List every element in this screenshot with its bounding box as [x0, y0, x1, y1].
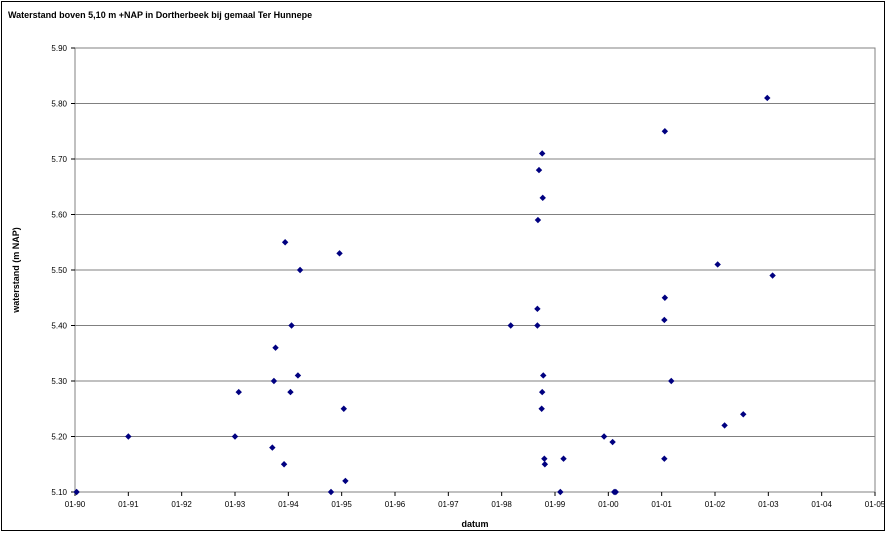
data-point: [764, 94, 771, 102]
y-tick-label: 5.10: [51, 488, 67, 497]
data-point: [125, 433, 132, 440]
data-point: [600, 433, 608, 440]
data-point: [272, 344, 279, 351]
x-tick-label: 01-90: [65, 500, 86, 509]
y-axis-title: waterstand (m NAP): [11, 227, 21, 314]
x-tick-label: 01-92: [171, 500, 192, 509]
data-point: [270, 377, 278, 385]
gridlines: [75, 47, 875, 493]
data-point: [73, 488, 80, 496]
data-point: [539, 388, 546, 396]
x-tick-label: 01-96: [385, 500, 406, 509]
data-point: [714, 261, 721, 268]
x-tick-label: 01-98: [491, 500, 512, 509]
data-point: [769, 272, 776, 279]
x-tick-label: 01-04: [811, 500, 832, 509]
data-point: [539, 194, 546, 202]
y-tick-label: 5.60: [51, 211, 67, 220]
data-point: [612, 488, 619, 496]
x-tick-label: 01-03: [758, 500, 779, 509]
data-point: [557, 488, 564, 496]
x-tick-label: 01-00: [598, 500, 619, 509]
y-tick-label: 5.40: [51, 322, 67, 331]
x-tick-label: 01-95: [331, 500, 352, 509]
x-tick-label: 01-93: [225, 500, 246, 509]
data-point: [340, 405, 347, 412]
data-point: [609, 438, 616, 446]
x-axis-title: datum: [462, 519, 489, 529]
data-point: [541, 461, 549, 468]
data-point: [296, 266, 304, 274]
y-tick-label: 5.70: [51, 155, 67, 164]
data-point: [540, 372, 547, 379]
data-point: [342, 477, 349, 485]
data-point: [327, 488, 335, 496]
data-point: [661, 455, 668, 462]
y-axis-ticks: 5.10 5.20 5.30 5.40 5.50 5.60 5.70 5.80 5.90: [51, 44, 75, 497]
x-tick-label: 01-02: [705, 500, 726, 509]
y-tick-label: 5.30: [51, 377, 67, 386]
data-point: [535, 166, 543, 174]
data-point: [668, 377, 675, 385]
data-point: [287, 388, 294, 396]
data-point: [661, 294, 669, 301]
data-point: [661, 316, 668, 324]
x-tick-label: 01-97: [438, 500, 459, 509]
data-point: [539, 150, 546, 157]
x-tick-label: 01-05: [865, 500, 886, 509]
data-points: [73, 94, 776, 496]
data-point: [538, 405, 545, 412]
x-axis-ticks: 01-90 01-91 01-92 01-93 01-94 01-95 01-96 01-97…: [65, 492, 886, 509]
data-point: [231, 433, 239, 440]
y-tick-label: 5.20: [51, 433, 67, 442]
y-tick-label: 5.80: [51, 100, 67, 109]
data-point: [541, 455, 548, 462]
data-point: [281, 239, 289, 246]
x-tick-label: 01-94: [278, 500, 299, 509]
x-tick-label: 01-91: [118, 500, 139, 509]
data-point: [534, 322, 541, 329]
y-tick-label: 5.90: [51, 44, 67, 53]
data-point: [235, 388, 242, 396]
data-point: [560, 455, 567, 462]
data-point: [280, 461, 288, 468]
data-point: [661, 128, 669, 135]
chart-title: Waterstand boven 5,10 m +NAP in Dortherb…: [8, 10, 312, 20]
data-point: [269, 444, 276, 451]
data-point: [721, 422, 728, 429]
data-point: [534, 305, 541, 313]
y-tick-label: 5.50: [51, 266, 67, 275]
data-point: [294, 372, 302, 379]
x-tick-label: 01-99: [545, 500, 566, 509]
data-point: [507, 322, 514, 329]
data-point: [288, 322, 295, 329]
data-point: [534, 216, 542, 224]
x-tick-label: 01-01: [651, 500, 672, 509]
data-point: [740, 411, 747, 418]
data-point: [336, 250, 343, 257]
